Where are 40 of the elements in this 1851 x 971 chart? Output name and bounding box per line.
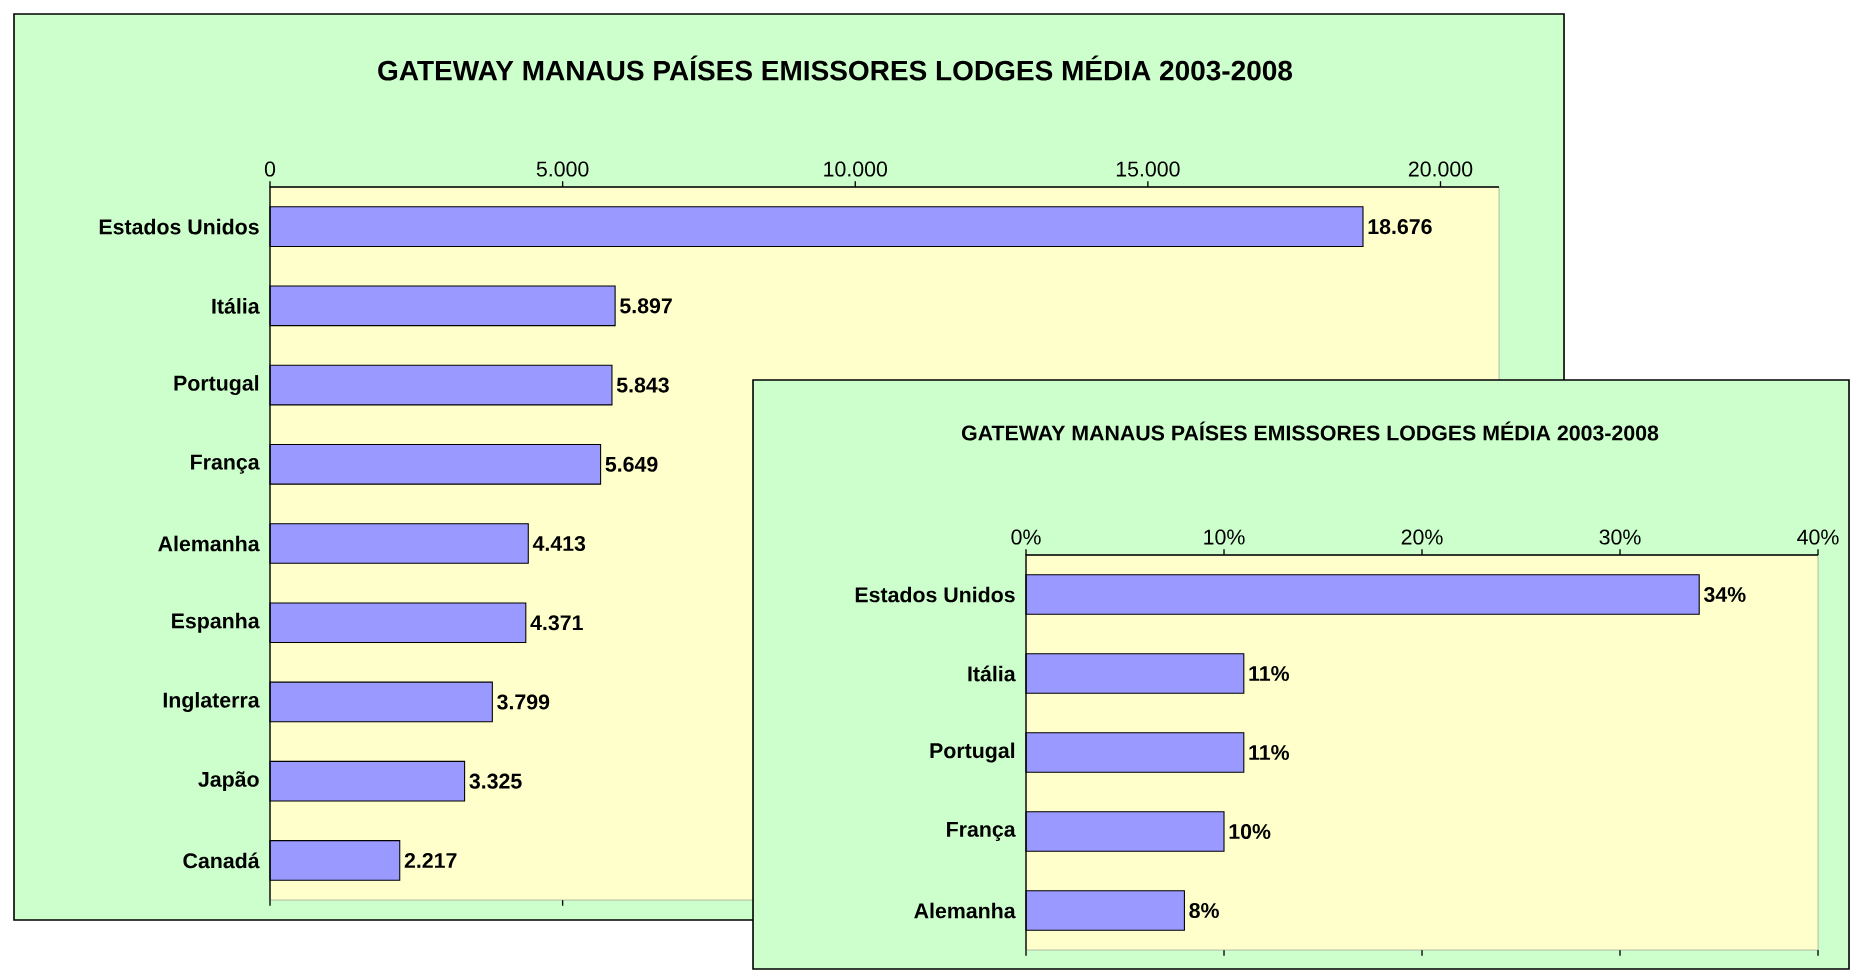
y-tick-label: Estados Unidos <box>855 586 1015 603</box>
data-label: 2.217 <box>404 852 457 868</box>
x-tick-label: 5.000 <box>536 161 589 177</box>
x-tick-label: 15.000 <box>1116 161 1180 177</box>
x-tick-label: 40% <box>1797 529 1839 545</box>
y-tick-label: França <box>947 821 1016 842</box>
y-tick-label: Alemanha <box>914 902 1016 919</box>
y-tick-label: Canadá <box>183 852 260 869</box>
chart-title: GATEWAY MANAUS PAÍSES EMISSORES LODGES MÉDIA 2003-2008 <box>378 55 1293 81</box>
data-label: 11% <box>1249 745 1290 761</box>
data-label: 18.676 <box>1368 219 1432 235</box>
y-tick-label: Portugal <box>930 742 1015 763</box>
y-tick-label: Japão <box>198 771 259 792</box>
data-label: 5.649 <box>605 456 658 472</box>
x-tick-label: 30% <box>1599 529 1641 545</box>
y-tick-label: Espanha <box>172 612 260 633</box>
y-tick-label: Alemanha <box>158 535 260 552</box>
data-label: 5.897 <box>620 298 672 314</box>
data-label: 4.413 <box>532 535 586 552</box>
y-tick-label: Itália <box>212 297 260 314</box>
data-label: 11% <box>1249 666 1290 682</box>
y-tick-label: Estados Unidos <box>99 218 259 235</box>
x-tick-label: 10% <box>1204 529 1245 545</box>
data-label: 8% <box>1189 902 1219 919</box>
data-label: 10% <box>1229 823 1271 840</box>
y-tick-label: Itália <box>968 665 1016 682</box>
x-tick-label: 0% <box>1011 529 1041 545</box>
data-label: 34% <box>1703 586 1746 603</box>
y-tick-label: França <box>191 454 260 474</box>
data-label: 4.371 <box>530 615 583 631</box>
data-label: 5.843 <box>616 377 669 393</box>
x-tick-label: 20% <box>1401 529 1443 545</box>
data-label: 3.325 <box>469 773 522 789</box>
chart-title: GATEWAY MANAUS PAÍSES EMISSORES LODGES MÉDIA 2003-2008 <box>961 421 1659 441</box>
data-label: 3.799 <box>497 694 550 710</box>
y-tick-label: Inglaterra <box>163 691 260 712</box>
x-tick-label: 0 <box>264 161 276 177</box>
x-tick-label: 20.000 <box>1408 161 1473 177</box>
y-tick-label: Portugal <box>174 375 259 396</box>
x-tick-label: 10.000 <box>824 161 888 177</box>
